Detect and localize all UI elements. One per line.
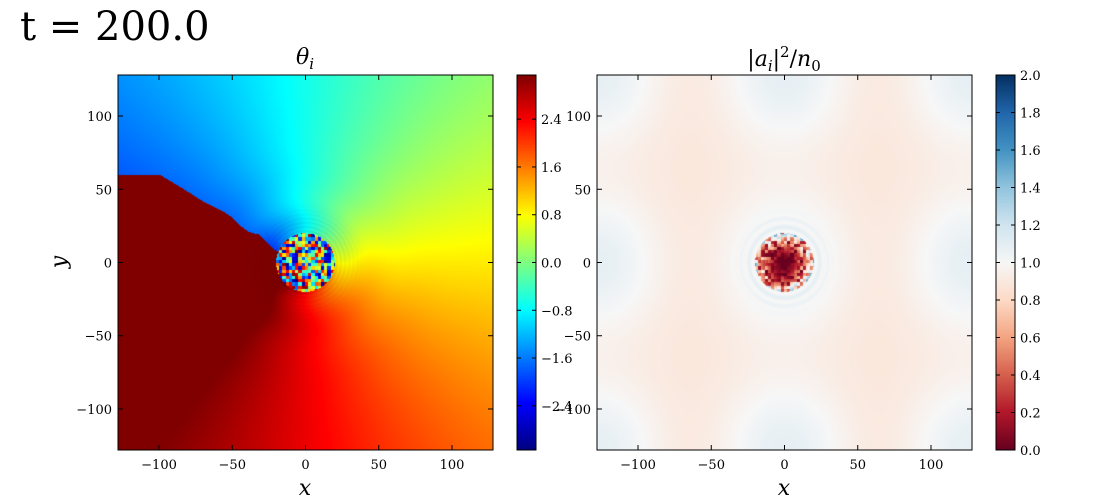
density-title: |ai|2/n0: [747, 43, 820, 75]
y-tick-label: 0: [104, 257, 112, 272]
colorbar-tick-label: 1.4: [1020, 182, 1041, 197]
y-tick-label: 0: [583, 257, 591, 272]
colorbar-tick-label: 0.2: [1020, 407, 1041, 422]
x-tick-label: −50: [219, 458, 246, 473]
y-tick-label: 100: [566, 110, 591, 125]
colorbar-tick-label: 0.0: [541, 257, 562, 272]
colorbar-tick-label: 1.6: [1020, 144, 1041, 159]
x-tick-label: 0: [780, 458, 788, 473]
x-tick-label: −100: [620, 458, 656, 473]
x-tick-label: 100: [440, 458, 465, 473]
x-tick-label: 50: [849, 458, 866, 473]
density-panel: |ai|2/n0 −100 −50 0 50 100 −100 −50 0 50 100 x 0.…: [555, 43, 1040, 500]
x-tick-label: 100: [919, 458, 944, 473]
y-tick-label: 50: [574, 183, 591, 198]
y-tick-label: −50: [85, 330, 112, 345]
colorbar-tick-label: 1.8: [1020, 107, 1041, 122]
time-label: t = 200.0: [20, 4, 210, 50]
x-tick-label: 50: [370, 458, 387, 473]
x-tick-label: 0: [301, 458, 309, 473]
colorbar-tick-label: 0.6: [1020, 332, 1041, 347]
density-xlabel: x: [778, 476, 791, 500]
phase-panel: θi −100 −50 0 50 100 −100 −50 0 50 100 x y −2.4 −1…: [47, 45, 573, 500]
y-tick-label: 100: [87, 110, 112, 125]
colorbar-tick-label: −2.4: [541, 400, 573, 415]
y-tick-label: −100: [76, 403, 112, 418]
x-tick-label: −50: [698, 458, 725, 473]
colorbar-tick-label: 0.4: [1020, 369, 1041, 384]
phase-colorbar: [517, 75, 536, 450]
colorbar-tick-label: 2.4: [541, 113, 562, 128]
phase-heatmap: [118, 75, 493, 450]
colorbar-tick-label: 1.2: [1020, 219, 1041, 234]
y-tick-label: −100: [555, 403, 591, 418]
phase-title: θi: [296, 45, 314, 73]
density-colorbar: [996, 75, 1015, 450]
colorbar-tick-label: 1.0: [1020, 257, 1041, 272]
density-heatmap: [597, 75, 972, 450]
colorbar-tick-label: −0.8: [541, 304, 573, 319]
y-tick-label: 50: [95, 183, 112, 198]
y-tick-label: −50: [564, 330, 591, 345]
colorbar-tick-label: 0.8: [1020, 294, 1041, 309]
colorbar-tick-label: 2.0: [1020, 69, 1041, 84]
colorbar-tick-label: −1.6: [541, 352, 573, 367]
colorbar-tick-label: 1.6: [541, 161, 562, 176]
colorbar-tick-label: 0.0: [1020, 444, 1041, 459]
phase-ylabel: y: [47, 255, 72, 269]
colorbar-tick-label: 0.8: [541, 209, 562, 224]
phase-xlabel: x: [299, 476, 312, 500]
x-tick-label: −100: [141, 458, 177, 473]
